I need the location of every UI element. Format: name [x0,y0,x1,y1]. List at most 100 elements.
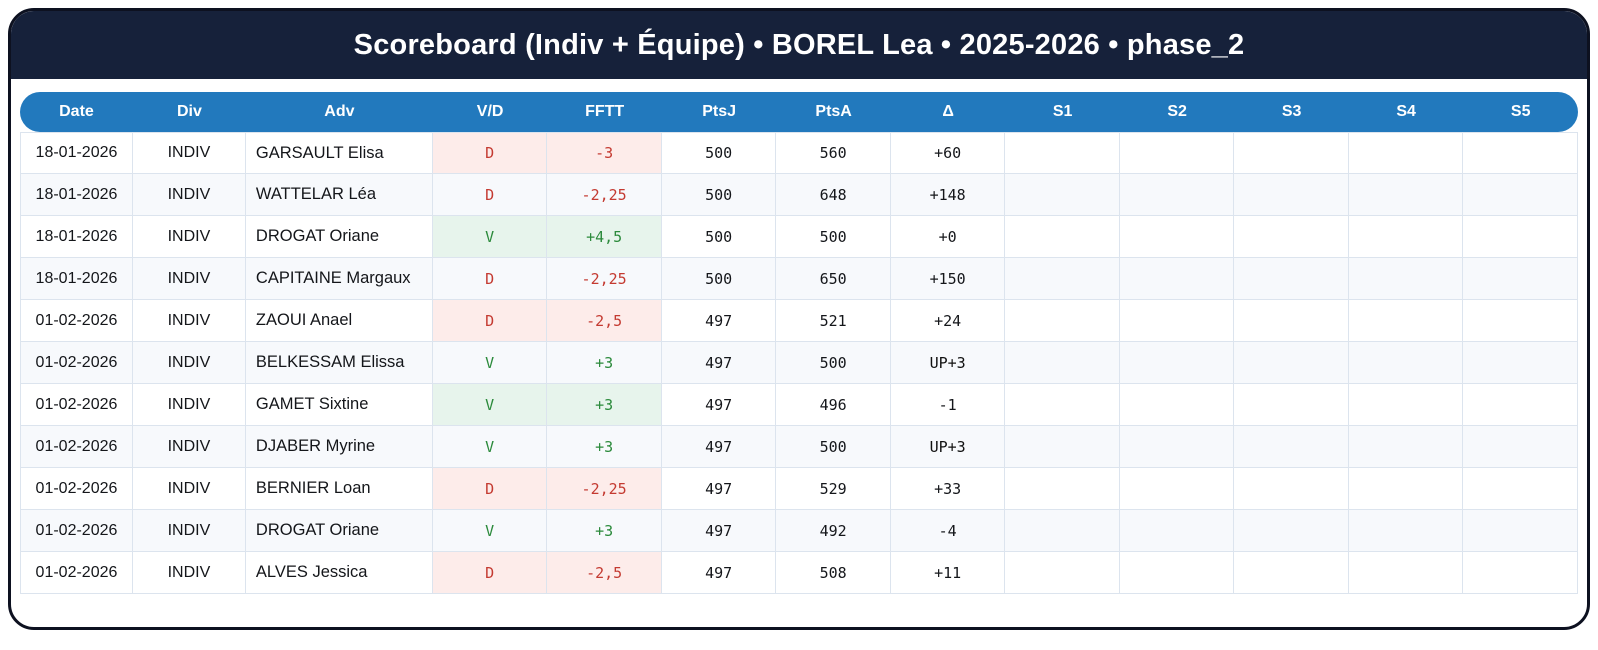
cell-s2 [1119,468,1235,510]
cell-adv: GARSAULT Elisa [245,132,433,174]
cell-fftt: +3 [547,510,662,552]
cell-s1 [1005,258,1120,300]
col-header-date: Date [20,92,133,132]
cell-s1 [1005,384,1120,426]
cell-div: INDIV [132,216,246,258]
cell-div: INDIV [132,468,246,510]
cell-s4 [1348,216,1464,258]
cell-ptsa: 560 [776,132,891,174]
cell-date: 01-02-2026 [20,300,133,342]
cell-s5 [1463,216,1578,258]
table-header-row: Date Div Adv V/D FFTT PtsJ PtsA Δ S1 S2 S3 S4 S5 [20,92,1578,132]
title-bar: Scoreboard (Indiv + Équipe) • BOREL Lea … [11,11,1587,79]
table-row: 01-02-2026 INDIV GAMET Sixtine V +3 497 496 -1 [20,384,1578,426]
col-header-div: Div [132,92,246,132]
cell-date: 01-02-2026 [20,468,133,510]
cell-date: 01-02-2026 [20,384,133,426]
cell-delta: +60 [890,132,1006,174]
table-row: 18-01-2026 INDIV WATTELAR Léa D -2,25 500 648 +… [20,174,1578,216]
cell-s2 [1119,384,1235,426]
cell-vd: D [432,174,548,216]
cell-adv: ZAOUI Anael [245,300,433,342]
cell-s1 [1005,342,1120,384]
cell-s3 [1234,216,1349,258]
cell-s5 [1463,132,1578,174]
cell-ptsa: 529 [776,468,891,510]
col-header-s2: S2 [1119,92,1235,132]
table-row: 01-02-2026 INDIV DJABER Myrine V +3 497 500 UP+… [20,426,1578,468]
cell-s2 [1119,510,1235,552]
cell-date: 01-02-2026 [20,552,133,594]
cell-s1 [1005,300,1120,342]
cell-div: INDIV [132,300,246,342]
cell-adv: BELKESSAM Elissa [245,342,433,384]
cell-s2 [1119,132,1235,174]
cell-s4 [1348,426,1464,468]
cell-ptsj: 500 [661,258,777,300]
table-row: 01-02-2026 INDIV BERNIER Loan D -2,25 497 529 +… [20,468,1578,510]
col-header-s1: S1 [1005,92,1120,132]
cell-delta: UP+3 [890,342,1006,384]
cell-s4 [1348,552,1464,594]
col-header-vd: V/D [432,92,548,132]
cell-div: INDIV [132,174,246,216]
cell-s3 [1234,426,1349,468]
cell-s5 [1463,174,1578,216]
cell-delta: +24 [890,300,1006,342]
cell-s3 [1234,384,1349,426]
cell-ptsa: 508 [776,552,891,594]
cell-ptsa: 496 [776,384,891,426]
cell-div: INDIV [132,132,246,174]
cell-ptsj: 497 [661,552,777,594]
cell-fftt: -2,5 [547,552,662,594]
cell-ptsj: 500 [661,132,777,174]
cell-s4 [1348,384,1464,426]
cell-fftt: -2,25 [547,468,662,510]
cell-ptsj: 500 [661,216,777,258]
cell-delta: -4 [890,510,1006,552]
cell-date: 18-01-2026 [20,174,133,216]
cell-delta: +148 [890,174,1006,216]
cell-vd: D [432,300,548,342]
cell-date: 18-01-2026 [20,132,133,174]
cell-fftt: -3 [547,132,662,174]
cell-s4 [1348,342,1464,384]
cell-s2 [1119,174,1235,216]
cell-vd: V [432,510,548,552]
col-header-ptsa: PtsA [776,92,891,132]
cell-delta: -1 [890,384,1006,426]
cell-s5 [1463,552,1578,594]
cell-ptsa: 492 [776,510,891,552]
col-header-s4: S4 [1348,92,1464,132]
cell-s4 [1348,258,1464,300]
cell-s5 [1463,468,1578,510]
col-header-ptsj: PtsJ [661,92,777,132]
cell-s1 [1005,468,1120,510]
cell-s5 [1463,510,1578,552]
col-header-s3: S3 [1234,92,1349,132]
cell-delta: +150 [890,258,1006,300]
cell-vd: V [432,216,548,258]
cell-adv: DROGAT Oriane [245,216,433,258]
cell-s5 [1463,300,1578,342]
cell-vd: V [432,384,548,426]
cell-ptsj: 497 [661,510,777,552]
cell-fftt: +4,5 [547,216,662,258]
cell-div: INDIV [132,384,246,426]
cell-s2 [1119,342,1235,384]
cell-s2 [1119,216,1235,258]
cell-fftt: -2,25 [547,174,662,216]
cell-s3 [1234,258,1349,300]
cell-vd: V [432,342,548,384]
cell-delta: +0 [890,216,1006,258]
cell-adv: CAPITAINE Margaux [245,258,433,300]
cell-div: INDIV [132,342,246,384]
cell-s1 [1005,510,1120,552]
cell-date: 01-02-2026 [20,342,133,384]
cell-fftt: +3 [547,426,662,468]
cell-s1 [1005,552,1120,594]
cell-fftt: -2,25 [547,258,662,300]
cell-adv: WATTELAR Léa [245,174,433,216]
cell-date: 01-02-2026 [20,510,133,552]
cell-s2 [1119,300,1235,342]
